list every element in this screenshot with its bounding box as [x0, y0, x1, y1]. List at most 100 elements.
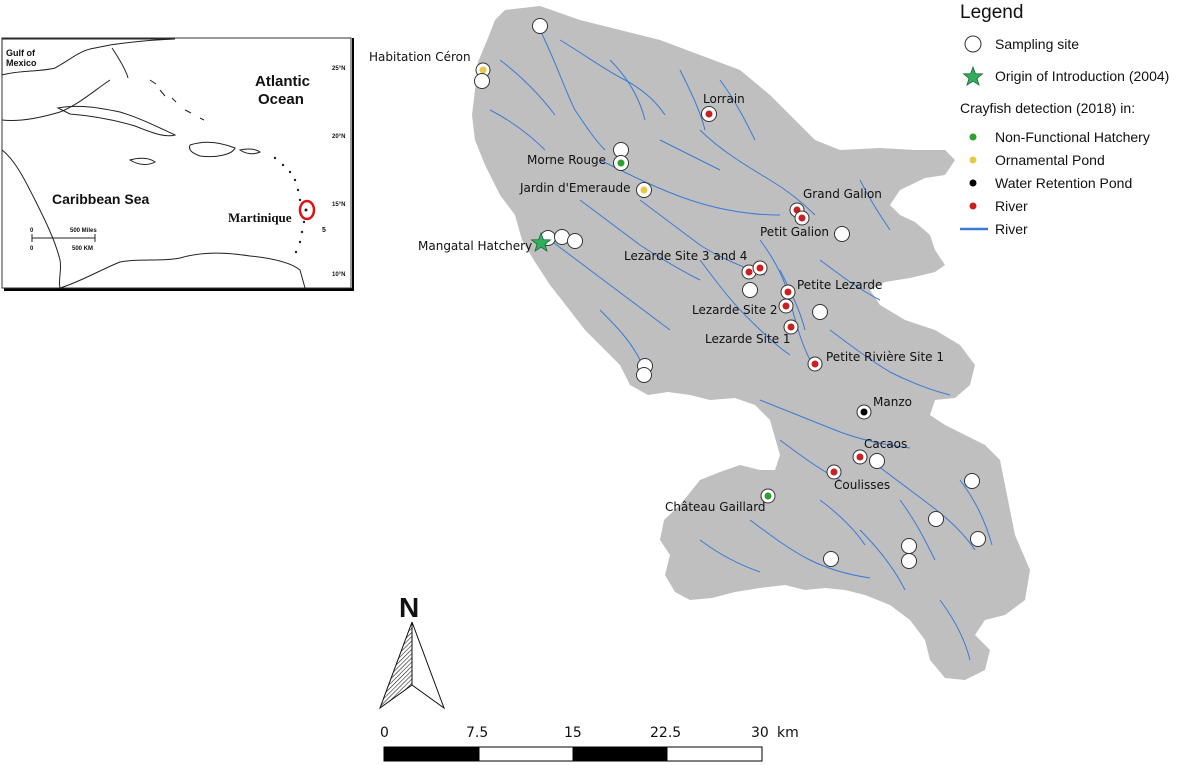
site-label-morne-rouge: Morne Rouge [527, 153, 606, 167]
inset-bahamas [149, 79, 205, 121]
sampling-site [869, 453, 885, 469]
sampling-site [834, 226, 850, 242]
sampling-site [852, 449, 868, 465]
legend-ornamental-pond-label: Ornamental Pond [995, 152, 1105, 168]
sampling-sites [474, 18, 986, 569]
inset-central-america-coast [1, 149, 62, 289]
island-landmass [472, 6, 1030, 680]
sampling-site [474, 73, 490, 89]
sampling-site [760, 488, 776, 504]
inset-label-gulf-1: Gulf of [6, 48, 36, 58]
legend-title: Legend [960, 2, 1023, 23]
inset-scale-zero-1: 0 [30, 228, 34, 234]
sampling-site [964, 473, 980, 489]
origin-star [530, 231, 552, 253]
sampling-site [701, 106, 717, 122]
site-label-lezarde-3-4: Lezarde Site 3 and 4 [624, 249, 747, 263]
sampling-site [901, 553, 917, 569]
legend-sampling-site-symbol [964, 35, 982, 53]
scale-seg-2 [478, 746, 574, 762]
sampling-site [636, 182, 652, 198]
inset-scale-km: 500 KM [72, 246, 93, 252]
scale-outline [383, 746, 763, 762]
legend-river-line-label: River [995, 221, 1028, 237]
sampling-site [532, 18, 548, 34]
sampling-site [741, 264, 757, 280]
inset-label-atlantic-1: Atlantic [255, 73, 310, 90]
sampling-site [901, 538, 917, 554]
inset-label-gulf-2: Mexico [6, 58, 37, 68]
inset-yucatan-coast [1, 79, 111, 121]
inset-lat-25: 25°N [332, 66, 345, 72]
sampling-site [778, 298, 794, 314]
scale-tick-0: 0 [380, 725, 389, 741]
north-arrow: N [378, 592, 446, 710]
sampling-site [928, 511, 944, 527]
inset-florida-coast [111, 47, 129, 79]
inset-south-america-coast [59, 252, 306, 289]
inset-lat-20: 20°N [332, 134, 345, 140]
legend-ornamental-pond-symbol [969, 156, 977, 164]
inset-scale-bar: 0 500 Miles 0 500 KM [30, 228, 97, 252]
sampling-site [823, 551, 839, 567]
inset-label-atlantic-2: Ocean [258, 91, 304, 108]
site-label-habitation-ceron: Habitation Céron [369, 50, 471, 64]
scale-tick-7-5: 7.5 [466, 725, 488, 741]
inset-shadow-right [352, 38, 354, 290]
inset-northamerica-coast [1, 38, 176, 76]
site-label-lorrain: Lorrain [703, 92, 745, 106]
sampling-site [812, 304, 828, 320]
sampling-site [826, 464, 842, 480]
scale-seg-3 [573, 747, 667, 761]
inset-frame [1, 37, 352, 289]
site-label-petit-galion: Petit Galion [760, 225, 829, 239]
inset-hispaniola [189, 141, 236, 158]
north-label: N [399, 592, 419, 623]
inset-jamaica [128, 157, 156, 165]
scale-seg-1 [384, 747, 479, 761]
scale-tick-30: 30 [751, 725, 769, 741]
legend-river-point-label: River [995, 198, 1028, 214]
site-label-lezarde-1: Lezarde Site 1 [705, 332, 791, 346]
site-label-jardin-emeraude: Jardin d'Emeraude [519, 181, 630, 195]
site-label-grand-galion: Grand Galion [803, 187, 882, 201]
legend-sampling-site-label: Sampling site [995, 36, 1079, 52]
inset-scale-miles: 500 Miles [70, 228, 97, 234]
scale-tick-22-5: 22.5 [650, 725, 681, 741]
legend-origin-star-symbol [962, 65, 984, 87]
sampling-site [636, 367, 652, 383]
legend-river-point-symbol [969, 202, 977, 210]
site-labels: Habitation Céron Lorrain Morne Rouge Jar… [369, 50, 944, 514]
river-network [489, 29, 993, 661]
sampling-site [970, 531, 986, 547]
inset-lon-label: 5 [322, 227, 326, 234]
inset-scale-zero-2: 0 [30, 246, 34, 252]
legend-detection-heading: Crayfish detection (2018) in: [960, 100, 1135, 116]
inset-label-martinique: Martinique [228, 210, 292, 225]
north-arrow-right [411, 621, 446, 710]
sampling-site [794, 210, 810, 226]
inset-puerto-rico [238, 148, 261, 155]
sampling-site [780, 284, 796, 300]
scale-unit: km [777, 725, 799, 741]
legend-origin-label: Origin of Introduction (2004) [995, 68, 1169, 84]
site-label-chateau-gaillard: Château Gaillard [665, 500, 766, 514]
site-label-cacaos: Cacaos [864, 437, 907, 451]
site-label-mangatal-hatchery: Mangatal Hatchery [418, 239, 532, 253]
scale-bar: 0 7.5 15 22.5 30 km [380, 725, 799, 762]
sampling-site [783, 319, 799, 335]
sampling-site [752, 260, 768, 276]
legend-hatchery-label: Non-Functional Hatchery [995, 129, 1150, 145]
legend-retention-pond-label: Water Retention Pond [995, 175, 1132, 191]
scale-tick-15: 15 [564, 725, 582, 741]
inset-lat-15: 15°N [332, 202, 345, 208]
site-label-petite-lezarde: Petite Lezarde [797, 278, 882, 292]
inset-lat-10: 10°N [332, 272, 345, 278]
site-label-lezarde-2: Lezarde Site 2 [692, 303, 778, 317]
sampling-site [613, 155, 629, 171]
inset-shadow-bottom [4, 288, 354, 291]
site-label-manzo: Manzo [873, 395, 912, 409]
inset-map: Gulf of Mexico Atlantic Ocean Caribbean … [1, 37, 354, 291]
inset-martinique-highlight [298, 199, 316, 221]
legend-retention-pond-symbol [969, 179, 977, 187]
